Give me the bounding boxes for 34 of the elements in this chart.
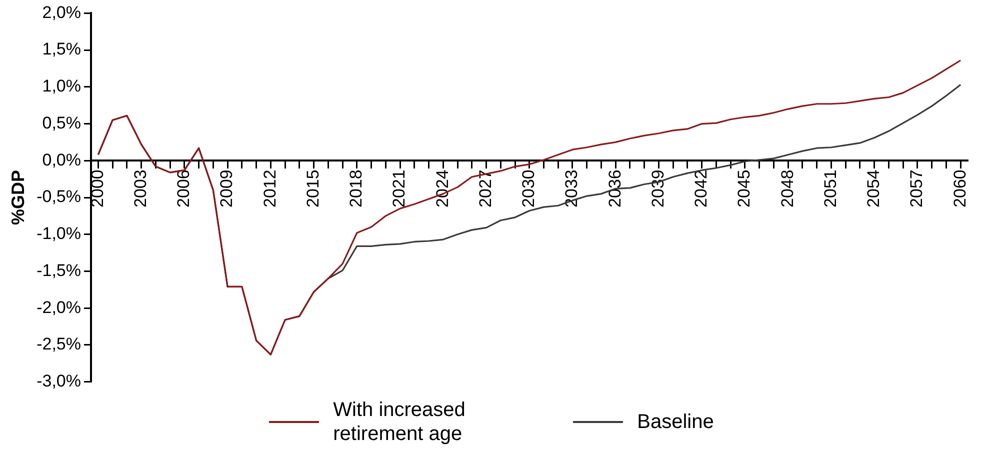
y-tick-label: -1,0%	[36, 224, 82, 244]
y-tick-label: -2,5%	[36, 334, 82, 354]
legend-label: Baseline	[637, 410, 714, 434]
y-axis-title: %GDP	[8, 170, 28, 226]
y-tick-label: -3,0%	[36, 371, 82, 390]
legend-label: With increased retirement age	[333, 398, 466, 446]
x-tick-label: 2015	[303, 170, 322, 208]
y-tick-label: 1,5%	[42, 40, 82, 59]
x-tick-label: 2006	[174, 170, 194, 208]
x-tick-label: 2003	[131, 170, 150, 208]
x-tick-label: 2030	[519, 170, 538, 208]
x-tick-label: 2018	[346, 170, 366, 208]
y-tick-label: -1,5%	[36, 260, 82, 280]
x-tick-label: 2045	[734, 170, 754, 208]
y-tick-label: 1,0%	[42, 76, 82, 96]
x-tick-label: 2012	[260, 170, 280, 208]
y-tick-label: 0,0%	[42, 150, 82, 170]
x-tick-label: 2021	[390, 170, 409, 208]
x-tick-label: 2039	[648, 170, 668, 208]
x-tick-label: 2027	[476, 170, 495, 208]
x-tick-label: 2048	[778, 170, 797, 208]
x-tick-label: 2042	[692, 170, 711, 208]
x-tick-label: 2009	[217, 170, 236, 208]
y-tick-label: 2,0%	[42, 2, 82, 22]
x-tick-label: 2051	[820, 170, 840, 208]
y-tick-label: 0,5%	[42, 113, 82, 132]
x-tick-label: 2036	[605, 170, 624, 208]
x-tick-label: 2054	[864, 170, 884, 208]
y-tick-label: -0,5%	[36, 187, 82, 206]
x-tick-label: 2033	[562, 170, 582, 208]
y-tick-label: -2,0%	[36, 298, 82, 317]
x-tick-label: 2057	[907, 170, 926, 208]
x-tick-label: 2024	[432, 170, 452, 208]
x-tick-label: 2060	[950, 170, 970, 208]
